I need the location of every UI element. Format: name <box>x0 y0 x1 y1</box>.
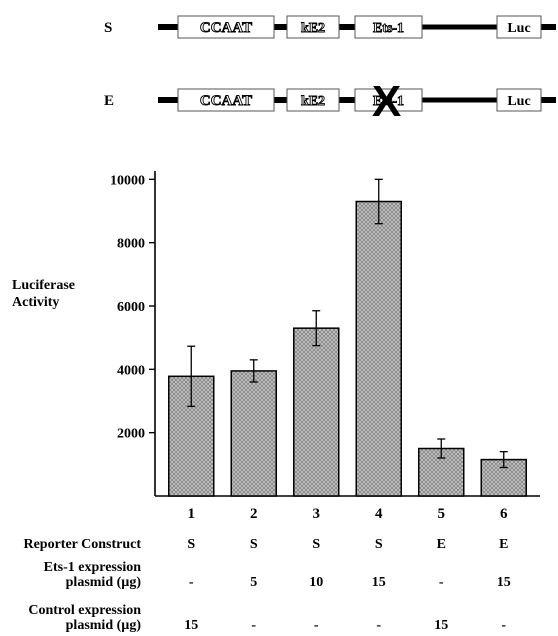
table-cell: E <box>499 537 509 552</box>
backbone-line <box>541 97 556 103</box>
construct-S: S CCAAT kE2 Ets-1 Luc <box>104 15 556 39</box>
mutation-x-mark: X <box>372 77 401 120</box>
luciferase-bar-chart: 2000 4000 6000 8000 10000 1 2 3 4 5 6 <box>110 171 540 520</box>
row-label-line: Ets-1 expression <box>43 560 141 575</box>
backbone-line <box>339 97 355 103</box>
table-cell: 15 <box>184 618 199 633</box>
table-cell: S <box>187 537 196 552</box>
table-cell: S <box>249 537 258 552</box>
y-axis-label: Luciferase Activity <box>12 277 75 311</box>
x-tick-label: 6 <box>500 506 508 520</box>
table-cell: - <box>376 618 382 633</box>
y-tick-label: 6000 <box>117 300 145 315</box>
element-label-ccaat: CCAAT <box>200 20 252 36</box>
element-box <box>496 88 542 112</box>
table-cell: - <box>501 618 507 633</box>
table-cell: - <box>188 575 194 590</box>
backbone-line <box>339 24 355 30</box>
row-label-line: Reporter Construct <box>23 537 141 552</box>
construct-E: E CCAAT kE2 Ets-1 Luc X <box>104 77 556 120</box>
y-tick-label: 8000 <box>117 237 145 252</box>
row-label-line: plasmid (µg) <box>65 618 141 633</box>
element-label-luc: Luc <box>507 94 530 109</box>
element-box <box>496 15 542 39</box>
table-cell: 15 <box>496 575 511 590</box>
row-label: Control expression plasmid (µg) <box>0 603 141 633</box>
backbone-line <box>422 24 497 30</box>
element-box <box>354 15 423 39</box>
table-cell: 10 <box>309 575 324 590</box>
construct-label: S <box>104 20 112 36</box>
x-tick-label: 4 <box>375 506 383 520</box>
table-cell: 15 <box>434 618 449 633</box>
construct-diagram: S CCAAT kE2 Ets-1 Luc E CCAAT kE2 Ets-1 Luc X <box>104 15 556 120</box>
element-box <box>177 15 275 39</box>
table-cell: 15 <box>371 575 386 590</box>
row-label: Reporter Construct <box>0 537 141 552</box>
table-cell: E <box>436 537 446 552</box>
x-tick-label: 5 <box>438 506 446 520</box>
row-label: Ets-1 expression plasmid (µg) <box>0 560 141 590</box>
y-tick-label: 4000 <box>117 363 145 378</box>
construct-label: E <box>104 93 114 109</box>
element-label-ke2: kE2 <box>301 94 325 109</box>
backbone-line <box>274 24 287 30</box>
y-tick-label: 2000 <box>117 427 145 442</box>
bar-4 <box>355 200 402 497</box>
element-box <box>286 88 340 112</box>
backbone-line <box>158 24 178 30</box>
bar-3 <box>293 327 340 497</box>
element-box <box>354 88 423 112</box>
x-tick-label: 3 <box>313 506 321 520</box>
row-label-line: plasmid (µg) <box>65 575 141 590</box>
x-tick-label: 2 <box>250 506 258 520</box>
y-axis-label-line-2: Activity <box>12 295 60 310</box>
backbone-line <box>541 24 556 30</box>
element-label-ets-1: Ets-1 <box>373 94 404 109</box>
element-label-luc: Luc <box>507 21 530 36</box>
element-box <box>286 15 340 39</box>
table-cell: - <box>438 575 444 590</box>
element-box <box>177 88 275 112</box>
backbone-line <box>274 97 287 103</box>
element-label-ets-1: Ets-1 <box>373 21 404 36</box>
row-label-line: Control expression <box>28 603 141 618</box>
bar-2 <box>230 370 277 497</box>
table-cell: S <box>374 537 383 552</box>
backbone-line <box>158 97 178 103</box>
table-cell: - <box>251 618 257 633</box>
x-tick-label: 1 <box>188 506 196 520</box>
backbone-line <box>422 97 497 103</box>
table-cell: 5 <box>250 575 258 590</box>
table-cell: - <box>313 618 319 633</box>
element-label-ccaat: CCAAT <box>200 93 252 109</box>
y-axis-label-line-1: Luciferase <box>12 278 75 293</box>
table-cell: S <box>312 537 321 552</box>
element-label-ke2: kE2 <box>301 21 325 36</box>
y-tick-label: 10000 <box>110 173 145 188</box>
